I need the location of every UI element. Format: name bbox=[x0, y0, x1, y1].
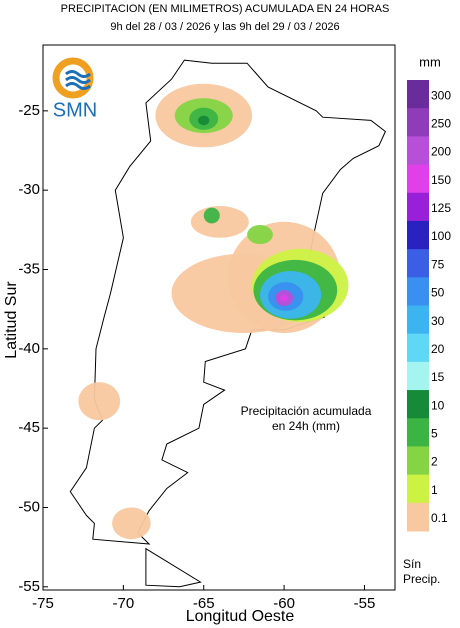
logo: SMN bbox=[52, 57, 97, 121]
title-line: PRECIPITACION (EN MILIMETROS) ACUMULADA … bbox=[61, 3, 390, 15]
legend-label: 125 bbox=[431, 201, 451, 215]
legend-swatch bbox=[407, 80, 429, 109]
legend-swatch bbox=[407, 474, 429, 504]
legend-label: 300 bbox=[431, 88, 451, 102]
country bbox=[145, 547, 202, 588]
annotation-line: Precipitación acumulada bbox=[241, 404, 372, 418]
legend-swatch bbox=[407, 418, 429, 447]
annotation-line: en 24h (mm) bbox=[272, 419, 340, 433]
precip-area bbox=[198, 115, 210, 126]
legend-swatch bbox=[407, 333, 429, 363]
legend-swatch bbox=[407, 390, 429, 419]
legend-label: 1 bbox=[431, 483, 438, 497]
logo-waves bbox=[65, 70, 91, 90]
legend-swatch bbox=[407, 502, 429, 532]
legend-swatch bbox=[407, 108, 429, 137]
legend-swatch bbox=[407, 164, 429, 194]
y-tick-label: -25 bbox=[18, 102, 40, 119]
legend-swatch bbox=[407, 361, 429, 391]
precip-area bbox=[112, 507, 151, 540]
legend-swatch bbox=[407, 277, 429, 306]
x-tick-label: -55 bbox=[354, 595, 376, 612]
y-tick-label: -35 bbox=[18, 260, 40, 277]
x-tick-label: -65 bbox=[193, 595, 215, 612]
y-tick-label: -30 bbox=[18, 181, 40, 198]
legend-label: 250 bbox=[431, 116, 451, 130]
legend-label: 20 bbox=[431, 342, 445, 356]
precip-area bbox=[247, 225, 273, 245]
x-axis-label: Longitud Oeste bbox=[186, 608, 295, 625]
legend-swatch bbox=[407, 249, 429, 278]
legend-label: 5 bbox=[431, 427, 438, 441]
legend-label: 30 bbox=[431, 314, 445, 328]
legend-label: 50 bbox=[431, 286, 445, 300]
legend-swatch bbox=[407, 136, 429, 166]
legend-label: 2 bbox=[431, 455, 438, 469]
legend-label: 75 bbox=[431, 257, 445, 271]
y-tick-label: -45 bbox=[18, 419, 40, 436]
x-tick-label: -70 bbox=[113, 595, 135, 612]
legend-swatch bbox=[407, 446, 429, 476]
legend-label: 10 bbox=[431, 398, 445, 412]
legend-label: 150 bbox=[431, 173, 451, 187]
y-tick-label: -40 bbox=[18, 340, 40, 357]
x-tick-label: -60 bbox=[273, 595, 295, 612]
map-layer bbox=[69, 59, 387, 588]
logo-text: SMN bbox=[53, 99, 97, 121]
subtitle-line: 9h del 28 / 03 / 2026 y las 9h del 29 / … bbox=[110, 21, 339, 33]
legend-label: 0.1 bbox=[431, 511, 448, 525]
legend-no-data: Precip. bbox=[403, 572, 440, 586]
x-tick-label: -75 bbox=[32, 595, 54, 612]
legend-unit: mm bbox=[419, 54, 441, 69]
y-axis-label: Latitud Sur bbox=[3, 281, 20, 359]
legend-no-data: Sín bbox=[403, 557, 421, 571]
legend-label: 100 bbox=[431, 229, 451, 243]
logo-ring bbox=[52, 57, 94, 99]
legend-swatch bbox=[407, 192, 429, 222]
precip-area bbox=[203, 207, 220, 224]
legend-label: 200 bbox=[431, 145, 451, 159]
legend-label: 15 bbox=[431, 370, 445, 384]
y-tick-label: -50 bbox=[18, 498, 40, 515]
legend-swatch bbox=[407, 220, 429, 250]
precip-area bbox=[280, 294, 289, 302]
precip-area bbox=[78, 382, 121, 421]
precip-area bbox=[190, 206, 249, 238]
legend-swatch bbox=[407, 305, 429, 335]
y-tick-label: -55 bbox=[18, 578, 40, 595]
